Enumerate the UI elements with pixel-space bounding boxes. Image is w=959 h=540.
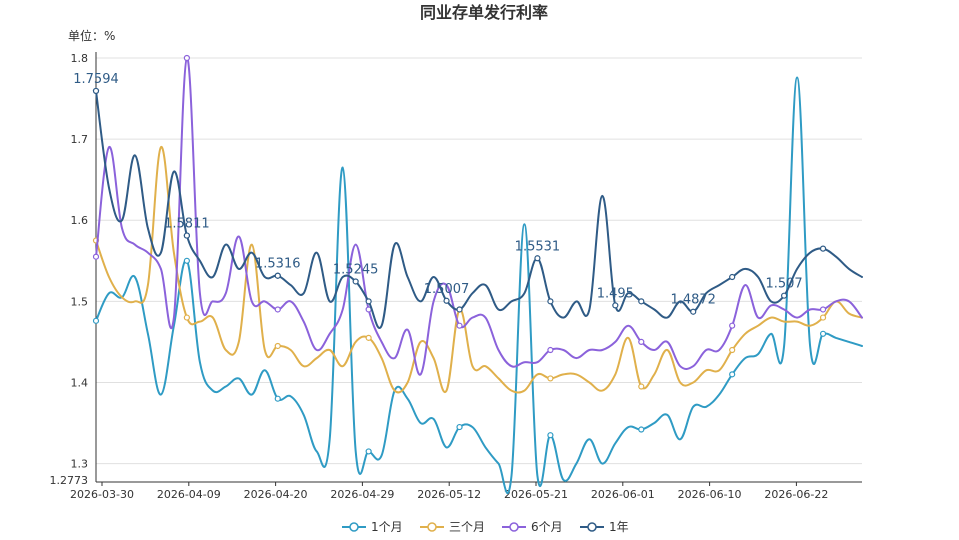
legend-label: 6个月 (531, 520, 563, 534)
data-point-3 (729, 273, 736, 281)
legend-item-1[interactable]: 三个月 (420, 520, 485, 534)
data-point-2 (456, 322, 463, 329)
data-point-2 (729, 322, 736, 329)
data-point-3 (819, 245, 827, 252)
data-labels: 1.7594 1.5811 1.5316 1.5245 1.5007 1.5531 1.49… (73, 72, 803, 315)
data-point-0 (456, 423, 463, 431)
x-tick-label: 2026-06-22 (764, 488, 828, 501)
x-tick-label: 2026-05-12 (417, 488, 481, 501)
label-point (92, 87, 100, 95)
legend-item-0[interactable]: 1个月 (342, 520, 403, 534)
data-label: 1.5007 (424, 282, 470, 297)
data-point-0 (183, 257, 190, 264)
data-point-1 (547, 375, 554, 382)
data-label: 1.495 (597, 286, 634, 301)
data-label: 1.4872 (670, 293, 716, 308)
data-label: 1.5316 (255, 257, 301, 272)
legend-marker (349, 522, 359, 532)
x-tick-label: 2026-04-29 (330, 488, 394, 501)
y-tick-label: 1.4 (71, 376, 89, 389)
label-point (274, 272, 281, 279)
label-point (612, 302, 619, 309)
label-point (183, 232, 190, 239)
legend-item-3[interactable]: 1年 (580, 520, 629, 534)
data-label: 1.7594 (73, 72, 119, 87)
legend-item-2[interactable]: 6个月 (502, 520, 563, 534)
x-tick-label: 2026-05-21 (504, 488, 568, 501)
unit-label: 单位：% (68, 28, 115, 43)
y-tick-label: 1.6 (71, 214, 89, 227)
series-line-0 (95, 76, 863, 495)
data-point-1 (638, 383, 645, 390)
data-label: 1.5245 (333, 262, 379, 277)
data-point-2 (638, 338, 645, 346)
label-point (690, 308, 697, 315)
y-tick-label: 1.5 (71, 295, 89, 308)
label-point (534, 255, 541, 262)
legend[interactable]: 1个月 三个月 6个月 1年 (342, 520, 629, 534)
data-point-2 (547, 346, 554, 354)
y-tick-label: 1.7 (71, 133, 89, 146)
data-point-0 (365, 448, 372, 455)
legend-label: 1个月 (371, 520, 403, 534)
y-tick-label: 1.3 (71, 458, 89, 471)
data-point-0 (547, 432, 554, 439)
legend-marker (509, 522, 519, 532)
data-point-0 (92, 317, 100, 324)
data-point-0 (638, 426, 645, 433)
data-point-2 (274, 306, 281, 313)
x-tick-label: 2026-06-10 (678, 488, 742, 501)
data-point-3 (456, 306, 463, 313)
data-point-1 (819, 314, 827, 321)
series-line-2 (95, 56, 863, 376)
data-point-3 (365, 298, 372, 305)
legend-label: 三个月 (449, 520, 485, 534)
data-point-1 (183, 314, 190, 321)
label-point (781, 292, 788, 299)
data-point-2 (92, 253, 100, 260)
data-point-3 (547, 298, 554, 305)
y-min-label: 1.2773 (50, 474, 89, 487)
x-tick-label: 2026-06-01 (591, 488, 655, 501)
y-tick-label: 1.8 (71, 52, 89, 65)
data-label: 1.507 (765, 277, 802, 292)
data-point-0 (729, 371, 736, 378)
data-point-1 (365, 334, 372, 341)
label-point (352, 278, 359, 285)
data-point-2 (183, 54, 190, 62)
data-label: 1.5811 (164, 217, 210, 232)
legend-marker (587, 522, 597, 532)
data-point-3 (638, 298, 645, 305)
series-line-3 (95, 89, 863, 329)
data-point-0 (274, 395, 281, 402)
data-point-0 (819, 330, 827, 337)
data-point-1 (274, 342, 281, 350)
x-tick-label: 2026-04-20 (244, 488, 308, 501)
label-point (443, 297, 450, 304)
x-tick-label: 2026-03-30 (70, 488, 134, 501)
data-point-1 (729, 346, 736, 354)
grid-lines (96, 57, 862, 465)
legend-label: 1年 (609, 520, 629, 534)
data-point-2 (819, 306, 827, 313)
series-layer (92, 54, 863, 495)
x-tick-label: 2026-04-09 (157, 488, 221, 501)
chart-title: 同业存单发行利率 (420, 3, 548, 22)
data-label: 1.5531 (515, 239, 561, 254)
legend-marker (427, 522, 437, 532)
